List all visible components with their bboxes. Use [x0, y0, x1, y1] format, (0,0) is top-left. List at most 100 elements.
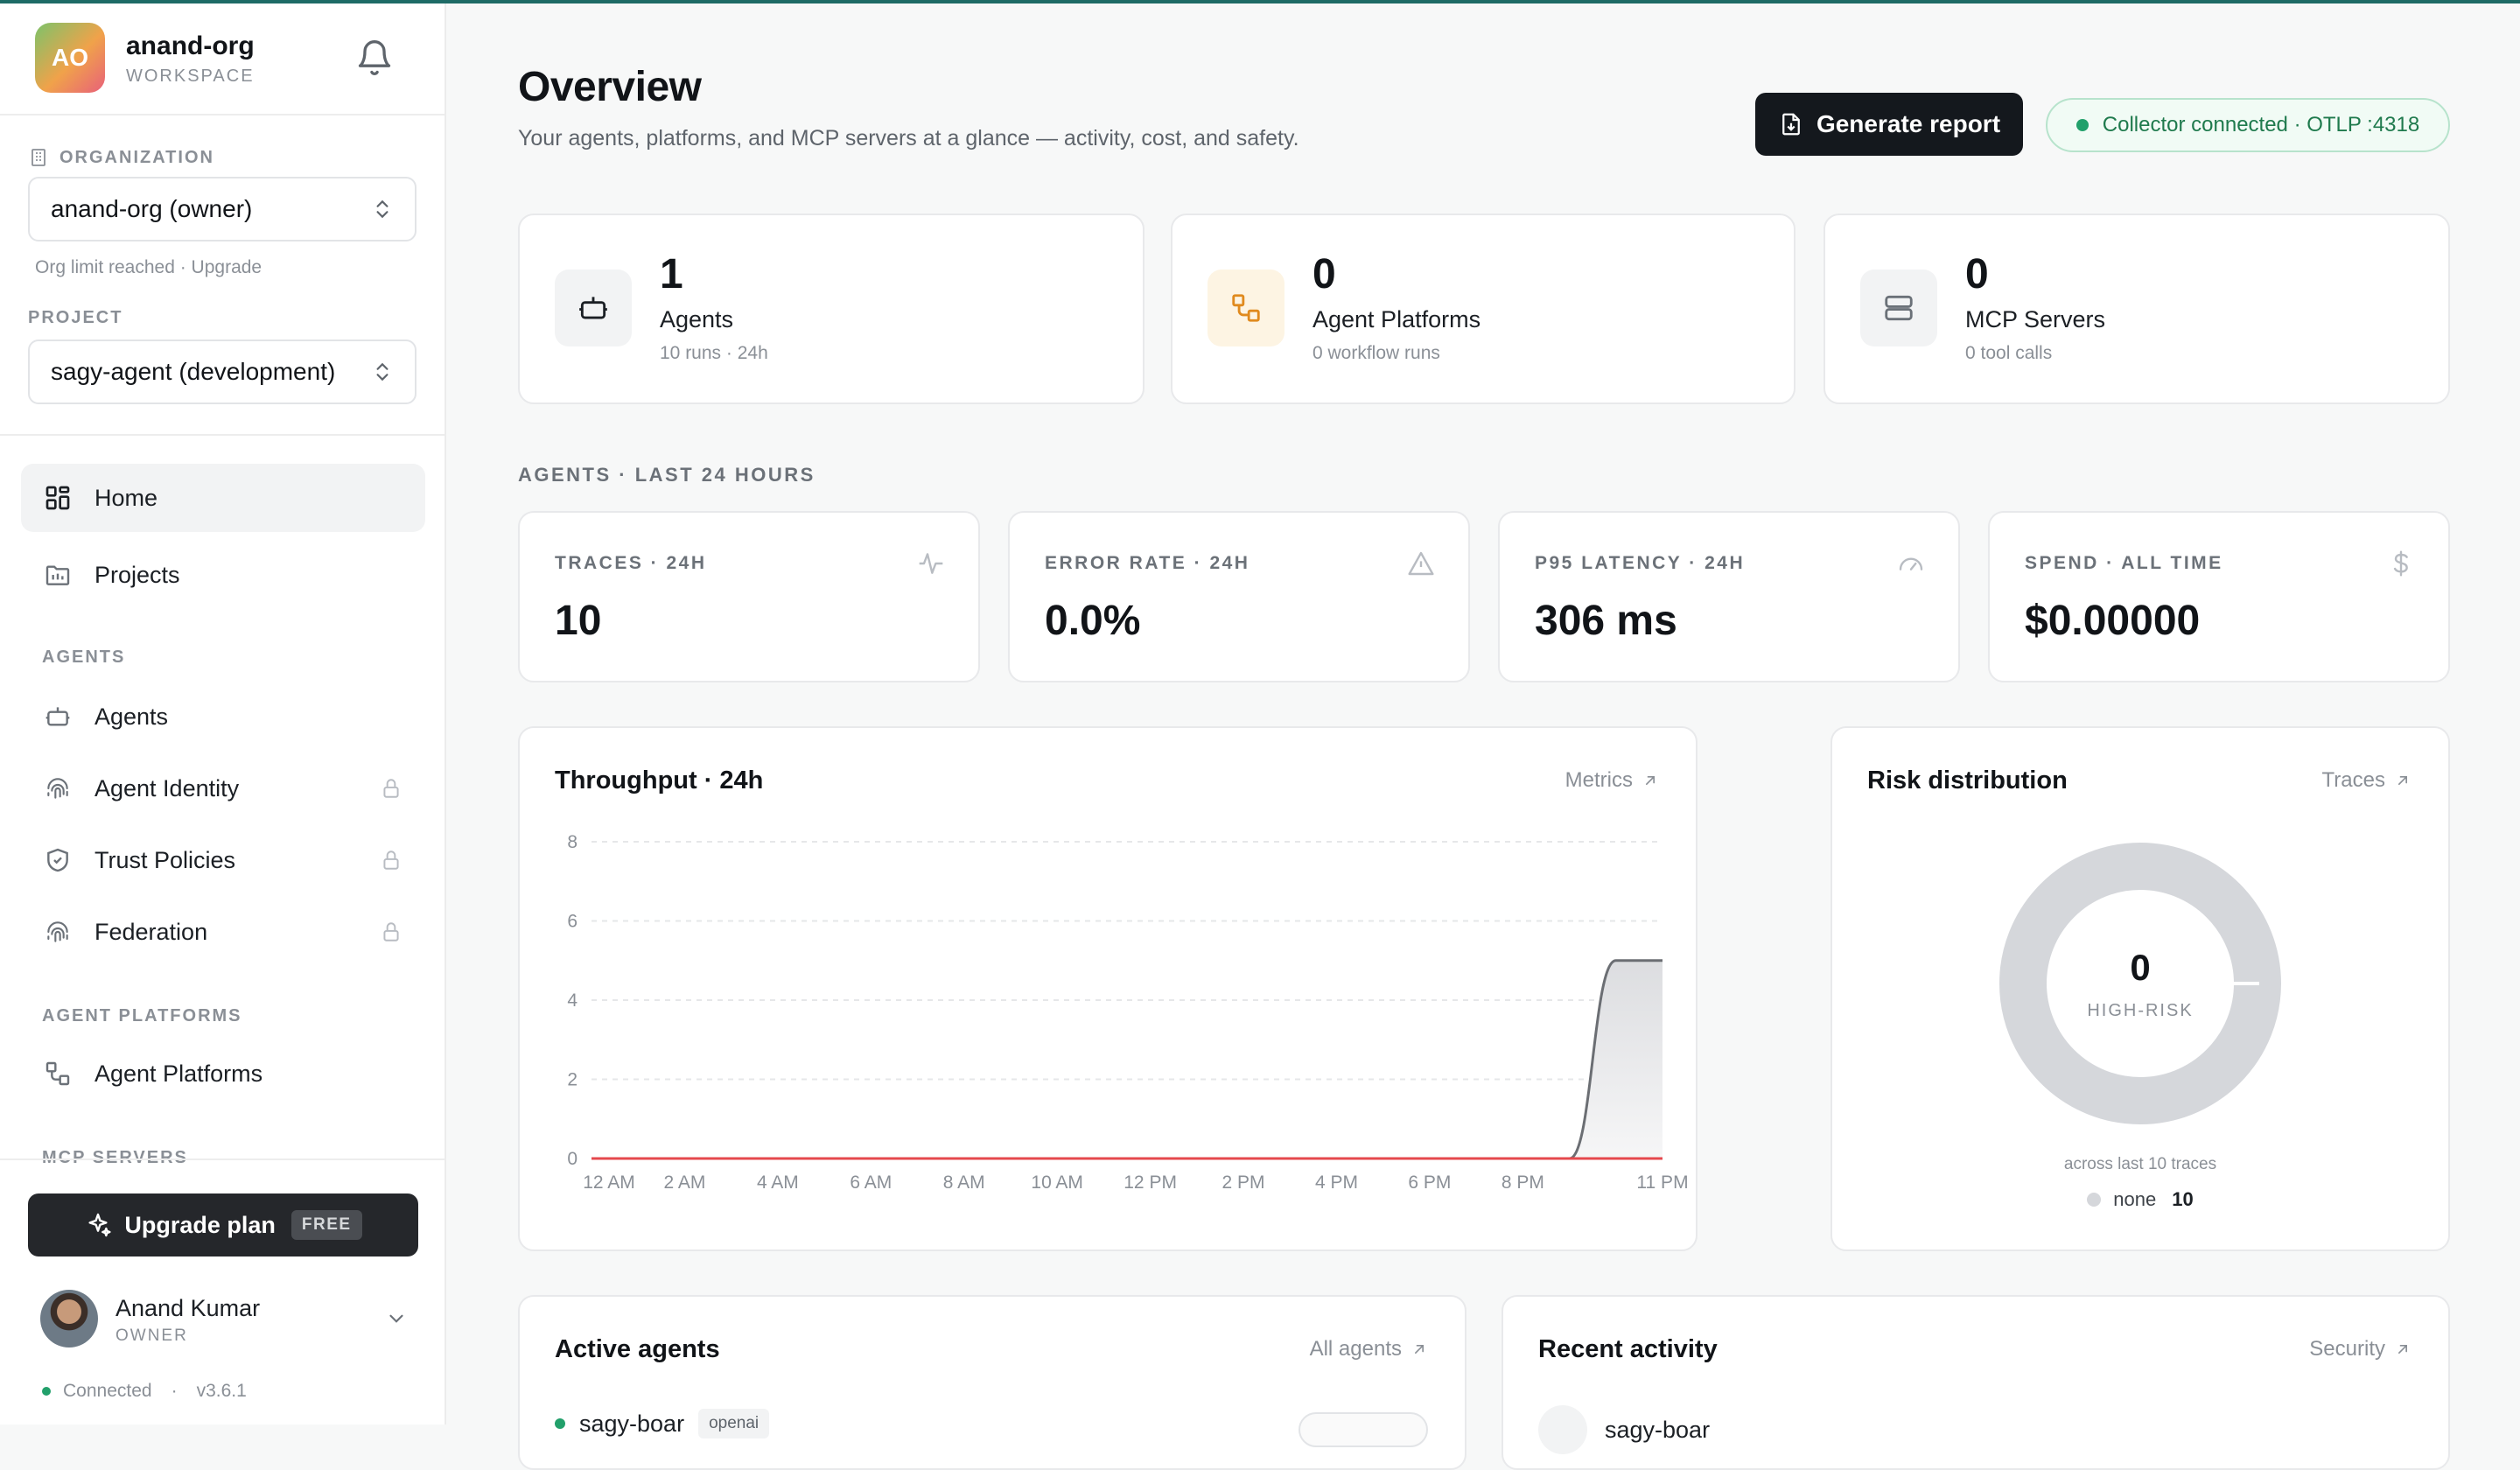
user-name: Anand Kumar	[116, 1295, 261, 1321]
kpi-value: 10	[555, 598, 602, 644]
agent-row-pill	[1298, 1412, 1428, 1447]
traces-link[interactable]: Traces	[2322, 768, 2412, 793]
workspace-name: anand-org	[126, 32, 255, 60]
summary-meta: 0 tool calls	[1965, 343, 2053, 363]
summary-card-agent-platforms[interactable]: 0 Agent Platforms 0 workflow runs	[1171, 214, 1796, 404]
page-subtitle: Your agents, platforms, and MCP servers …	[518, 126, 1299, 150]
list-item[interactable]: sagy-boar	[1538, 1405, 1710, 1454]
status-dot	[42, 1387, 51, 1396]
status-dot	[2076, 119, 2089, 131]
risk-title: Risk distribution	[1867, 766, 2068, 794]
project-select-value: sagy-agent (development)	[51, 358, 336, 385]
sidebar-divider	[0, 434, 444, 436]
org-limit-note[interactable]: Org limit reached · Upgrade	[35, 257, 262, 277]
legend-label: none	[2113, 1188, 2157, 1210]
sidebar-item-label: Trust Policies	[94, 846, 236, 873]
sidebar-item-agent-platforms[interactable]: Agent Platforms	[21, 1040, 425, 1108]
chevron-updown-icon	[376, 200, 388, 219]
sidebar-item-label: Projects	[94, 561, 180, 588]
kpi-value: 0.0%	[1045, 598, 1141, 644]
summary-label: MCP Servers	[1965, 306, 2106, 332]
summary-card-agents[interactable]: 1 Agents 10 runs · 24h	[518, 214, 1144, 404]
summary-value: 0	[1312, 251, 1336, 298]
sidebar-divider	[0, 1158, 444, 1160]
sidebar-item-agent-identity[interactable]: Agent Identity	[21, 754, 425, 822]
sidebar-item-trust-policies[interactable]: Trust Policies	[21, 826, 425, 894]
kpi-value: $0.00000	[2025, 598, 2201, 644]
legend-count: 10	[2172, 1188, 2194, 1210]
high-risk-count: 0	[2130, 947, 2151, 988]
collector-status-badge: Collector connected · OTLP :4318	[2046, 98, 2450, 152]
summary-meta: 0 workflow runs	[1312, 343, 1440, 363]
list-item[interactable]: sagy-boar openai	[555, 1409, 770, 1438]
security-link[interactable]: Security	[2309, 1337, 2412, 1362]
bell-icon[interactable]	[355, 38, 394, 77]
sidebar-item-label: Agent Identity	[94, 774, 240, 802]
kpi-label: TRACES · 24H	[555, 553, 707, 573]
risk-donut-chart	[1999, 843, 2281, 1124]
workflow-icon	[1208, 270, 1284, 346]
sidebar-item-agents[interactable]: Agents	[21, 682, 425, 751]
workspace-header[interactable]: AO anand-org WORKSPACE	[35, 23, 418, 96]
generate-report-label: Generate report	[1816, 110, 2001, 137]
all-agents-link-label: All agents	[1309, 1337, 1402, 1361]
x-tick-label: 4 AM	[757, 1172, 799, 1193]
high-risk-label: HIGH-RISK	[2087, 1001, 2194, 1020]
upgrade-plan-button[interactable]: Upgrade plan FREE	[28, 1194, 418, 1256]
x-tick-label: 6 PM	[1408, 1172, 1451, 1193]
status-dot	[555, 1418, 565, 1429]
org-select[interactable]: anand-org (owner)	[28, 177, 416, 242]
activity-icon	[919, 553, 943, 574]
sidebar-item-label: Agent Platforms	[94, 1060, 263, 1087]
sidebar-item-federation[interactable]: Federation	[21, 898, 425, 966]
gauge-icon	[1899, 557, 1923, 570]
summary-value: 1	[660, 251, 683, 298]
x-tick-label: 2 AM	[664, 1172, 706, 1193]
active-agents-title: Active agents	[555, 1335, 720, 1363]
x-tick-label: 11 PM	[1636, 1172, 1688, 1193]
connection-text: Connected	[63, 1381, 152, 1401]
activity-avatar	[1538, 1405, 1587, 1454]
warning-icon	[1408, 551, 1434, 576]
separator: ·	[171, 1381, 178, 1401]
lock-icon	[383, 922, 399, 942]
arrow-up-right-icon	[2398, 776, 2407, 785]
x-tick-label: 8 PM	[1502, 1172, 1544, 1193]
x-tick-label: 12 AM	[583, 1172, 635, 1193]
generate-report-button[interactable]: Generate report	[1755, 93, 2023, 156]
throughput-card: Throughput · 24h Metrics 0 2 4 6 8 12 AM 2 AM 4…	[518, 726, 1698, 1251]
sidebar-divider	[0, 114, 444, 116]
connection-status: Connected · v3.6.1	[42, 1381, 247, 1402]
page-title: Overview	[518, 64, 702, 110]
user-menu[interactable]: Anand Kumar OWNER	[40, 1290, 425, 1351]
x-tick-label: 4 PM	[1315, 1172, 1358, 1193]
all-agents-link[interactable]: All agents	[1310, 1337, 1428, 1362]
plan-badge: FREE	[290, 1210, 362, 1240]
arrow-up-right-icon	[1646, 776, 1655, 785]
throughput-title: Throughput · 24h	[555, 766, 764, 794]
risk-distribution-card: Risk distribution Traces 0 HIGH-RISK acr…	[1830, 726, 2450, 1251]
security-link-label: Security	[2309, 1337, 2385, 1361]
lock-icon	[383, 779, 399, 798]
summary-card-mcp-servers[interactable]: 0 MCP Servers 0 tool calls	[1824, 214, 2450, 404]
project-select[interactable]: sagy-agent (development)	[28, 340, 416, 404]
active-agents-card: Active agents All agents sagy-boar opena…	[518, 1295, 1466, 1470]
risk-note: across last 10 traces	[2063, 1155, 2217, 1173]
kpi-card-spend: SPEND · ALL TIME $0.00000	[1988, 511, 2450, 682]
project-section-label: PROJECT	[28, 308, 123, 327]
kpi-label: P95 LATENCY · 24H	[1535, 553, 1746, 573]
metrics-link[interactable]: Metrics	[1565, 768, 1659, 793]
workspace-label: WORKSPACE	[126, 66, 255, 86]
top-accent-bar	[0, 0, 2520, 4]
sidebar-item-projects[interactable]: Projects	[21, 541, 425, 609]
document-icon	[1782, 113, 1800, 136]
sidebar-item-label: Agents	[94, 703, 169, 730]
sidebar-item-home[interactable]: Home	[21, 464, 425, 532]
x-tick-label: 2 PM	[1222, 1172, 1265, 1193]
y-tick-label: 6	[567, 912, 578, 932]
nav-group-mcp-servers: MCP SERVERS	[42, 1148, 188, 1167]
org-section-label: ORGANIZATION	[28, 147, 214, 168]
throughput-chart: 0 2 4 6 8 12 AM 2 AM 4 AM 6 AM 8 AM 10 AM 12 PM 2 PM…	[567, 832, 1688, 1193]
chevron-down-icon	[389, 1314, 403, 1323]
section-heading-agents: AGENTS · LAST 24 HOURS	[518, 464, 816, 486]
